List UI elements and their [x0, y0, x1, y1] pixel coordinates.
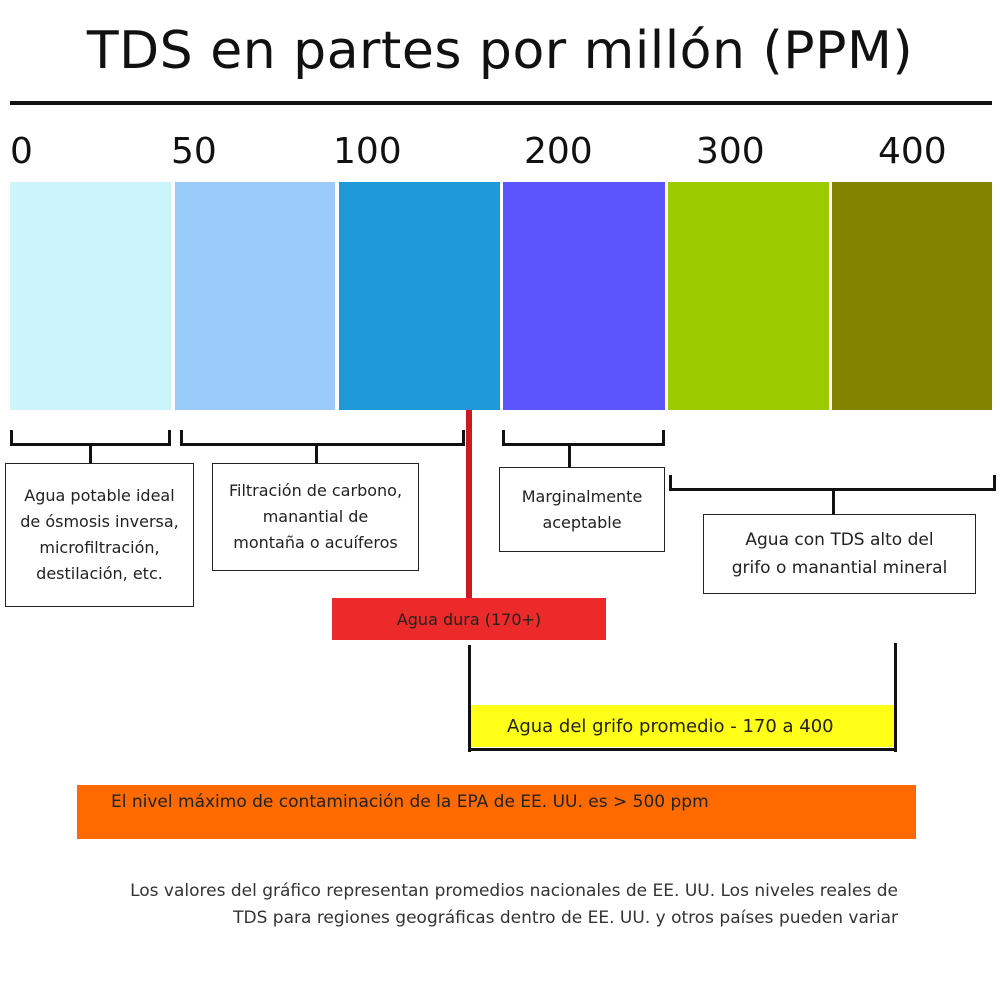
bracket-connector	[315, 446, 318, 464]
tap-range-right-edge	[894, 643, 897, 752]
scale-swatch	[339, 182, 500, 410]
scale-swatch	[832, 182, 992, 410]
tap-water-range-bar: Agua del grifo promedio - 170 a 400	[471, 705, 894, 747]
group-label-carbon: Filtración de carbono, manantial de mont…	[228, 481, 403, 552]
scale-swatch	[175, 182, 335, 410]
scale-tick-50: 50	[171, 131, 217, 172]
epa-limit-bar: El nivel máximo de contaminación de la E…	[77, 785, 916, 839]
range-bracket	[502, 430, 665, 446]
bracket-connector	[568, 446, 571, 468]
group-label-ideal: Agua potable ideal de ósmosis inversa, m…	[20, 486, 179, 583]
page-title: TDS en partes por millón (PPM)	[86, 21, 914, 81]
scale-swatch	[668, 182, 829, 410]
bracket-connector	[832, 491, 835, 515]
scale-tick-400: 400	[878, 131, 947, 172]
scale-tick-200: 200	[524, 131, 593, 172]
scale-swatch	[503, 182, 665, 410]
scale-tick-300: 300	[696, 131, 765, 172]
group-label-box: Marginalmente aceptable	[499, 467, 665, 552]
hard-water-label-box: Agua dura (170+)	[332, 598, 606, 640]
group-label-box: Agua con TDS alto del grifo o manantial …	[703, 514, 976, 594]
tap-range-bottom-edge	[470, 748, 896, 751]
range-bracket	[180, 430, 465, 446]
group-label-box: Agua potable ideal de ósmosis inversa, m…	[5, 463, 194, 607]
bracket-connector	[89, 446, 92, 464]
hard-water-marker-line	[466, 410, 472, 600]
group-label-box: Filtración de carbono, manantial de mont…	[212, 463, 419, 571]
footnote: Los valores del gráfico representan prom…	[130, 881, 898, 928]
scale-tick-0: 0	[10, 131, 33, 172]
title-divider	[10, 101, 992, 105]
tap-water-label: Agua del grifo promedio - 170 a 400	[507, 715, 834, 737]
epa-limit-label: El nivel máximo de contaminación de la E…	[111, 792, 709, 812]
tap-range-left-edge	[468, 645, 471, 752]
range-bracket	[10, 430, 171, 446]
scale-swatch	[10, 182, 171, 410]
group-label-marginal: Marginalmente aceptable	[521, 486, 643, 532]
group-label-high-tds: Agua con TDS alto del grifo o manantial …	[731, 530, 948, 578]
hard-water-label: Agua dura (170+)	[396, 609, 542, 629]
scale-tick-100: 100	[333, 131, 402, 172]
range-bracket	[669, 475, 996, 491]
